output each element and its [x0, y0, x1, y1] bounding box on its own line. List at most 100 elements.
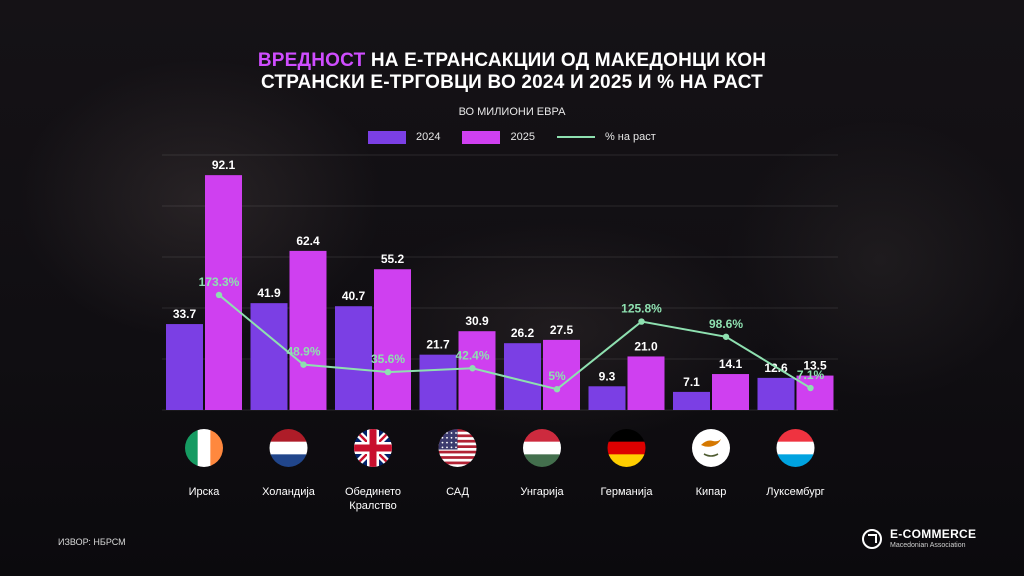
- flag-stripe: [523, 441, 561, 455]
- flag-stripe: [523, 429, 561, 443]
- flag-star: [446, 432, 448, 434]
- data-label-2025: 92.1: [212, 158, 236, 172]
- category-label: Унгарија: [520, 486, 564, 498]
- flag-star: [455, 441, 457, 444]
- logo-name: E-COMMERCE: [890, 527, 977, 541]
- category-label: Германија: [601, 486, 654, 498]
- flag-stripe: [438, 453, 477, 457]
- legend-swatch-2024: [368, 130, 406, 144]
- data-label-2025: 13.5: [803, 359, 827, 373]
- bar-2025: [374, 269, 411, 410]
- flag-star: [450, 441, 453, 444]
- flag-star: [450, 432, 453, 434]
- data-label-2024: 33.7: [173, 307, 197, 321]
- bar-2024: [419, 354, 457, 410]
- data-label-2024: 7.1: [683, 375, 700, 389]
- category-label: Кралство: [349, 500, 396, 512]
- source-note: ИЗВОР: НБРСМ: [58, 537, 126, 547]
- flag-stripe: [197, 429, 211, 467]
- flag-stripe: [438, 464, 477, 467]
- germany-flag-icon: [607, 429, 646, 467]
- growth-point: [553, 386, 561, 393]
- category-label: Ирска: [189, 486, 221, 498]
- flag-star: [441, 436, 444, 439]
- chart-subtitle: ВО МИЛИОНИ ЕВРА: [458, 106, 566, 118]
- title-line2: СТРАНСКИ Е-ТРГОВЦИ ВО 2024 И 2025 И % НА…: [261, 72, 763, 93]
- growth-label: 5%: [548, 369, 566, 383]
- data-label-2024: 21.7: [426, 338, 450, 352]
- legend-label-2024: 2024: [416, 131, 441, 143]
- flag-body: [185, 429, 223, 467]
- growth-point: [807, 384, 814, 392]
- usa-flag-icon: [438, 429, 477, 467]
- flag-stripe: [210, 429, 223, 467]
- flag-body: [607, 429, 646, 467]
- data-label-2025: 21.0: [634, 339, 658, 353]
- legend-label-growth: % на раст: [604, 131, 656, 143]
- data-label-2025: 27.5: [550, 323, 574, 337]
- bar-2024: [757, 377, 795, 410]
- flag-stripe: [607, 441, 646, 455]
- legend-item-2024: 2024: [368, 130, 441, 144]
- flag-star: [455, 436, 457, 439]
- flag-stripe: [438, 458, 477, 462]
- logo-sub: Macedonian Association: [890, 542, 966, 549]
- category-label: Луксембург: [766, 486, 824, 498]
- growth-label: 35.6%: [371, 352, 405, 366]
- flag-stripe: [776, 429, 815, 443]
- data-label-2024: 40.7: [342, 289, 366, 303]
- growth-line: [218, 294, 812, 391]
- flag-stripe: [523, 454, 561, 467]
- hungary-flag-icon: [523, 429, 561, 467]
- flag-stripe: [776, 441, 815, 455]
- uk-flag-icon: [354, 429, 392, 467]
- flag-star: [455, 446, 457, 449]
- flag-body: [776, 429, 815, 467]
- flag-star: [441, 446, 444, 449]
- flag-stripe: [438, 461, 477, 465]
- flag-star: [441, 441, 444, 444]
- legend-item-growth: % на раст: [556, 131, 656, 143]
- category-label: САД: [446, 486, 469, 498]
- data-label-2025: 30.9: [465, 314, 489, 328]
- flag-star: [441, 432, 444, 434]
- growth-point: [638, 318, 645, 325]
- bar-2025: [205, 175, 242, 410]
- flag-body: [438, 429, 477, 467]
- flag-canton: [438, 429, 458, 450]
- ireland-flag-icon: [185, 429, 223, 467]
- growth-label: 48.9%: [286, 345, 320, 359]
- flag-star: [446, 436, 448, 439]
- flag-stripe: [438, 450, 477, 454]
- legend-line-growth: [556, 136, 595, 138]
- bar-2025: [458, 331, 496, 410]
- flag-stripe: [776, 454, 815, 467]
- legend: 2024 2025 % на раст: [368, 129, 678, 145]
- bar-2025: [627, 356, 665, 410]
- luxembourg-flag-icon: [776, 429, 815, 467]
- legend-swatch-2025: [462, 130, 501, 144]
- flag-star: [450, 436, 453, 439]
- ecommerce-logo: E-COMMERCE Macedonian Association: [862, 528, 976, 550]
- flag-body: [354, 429, 392, 467]
- flag-star: [455, 432, 457, 434]
- growth-label: 7.1%: [797, 368, 825, 382]
- bar-2024: [166, 324, 203, 410]
- flag-branches: [703, 453, 719, 457]
- bar-2024: [588, 386, 626, 410]
- chart-title: ВРЕДНОСТ НА Е-ТРАНСАКЦИИ ОД МАКЕДОНЦИ КО…: [0, 50, 1024, 94]
- data-label-2024: 26.2: [511, 326, 535, 340]
- flag-star: [450, 446, 453, 449]
- flag-stripe: [607, 454, 646, 467]
- flag-body: [692, 429, 730, 467]
- legend-label-2025: 2025: [510, 131, 535, 143]
- flag-stripe: [269, 454, 308, 467]
- growth-point: [300, 361, 307, 368]
- growth-point: [722, 333, 730, 340]
- flag-star: [446, 441, 448, 444]
- cyprus-flag-icon: [692, 429, 730, 467]
- data-label-2025: 55.2: [381, 252, 405, 266]
- bar-2024: [673, 391, 710, 410]
- data-label-2024: 41.9: [257, 286, 281, 300]
